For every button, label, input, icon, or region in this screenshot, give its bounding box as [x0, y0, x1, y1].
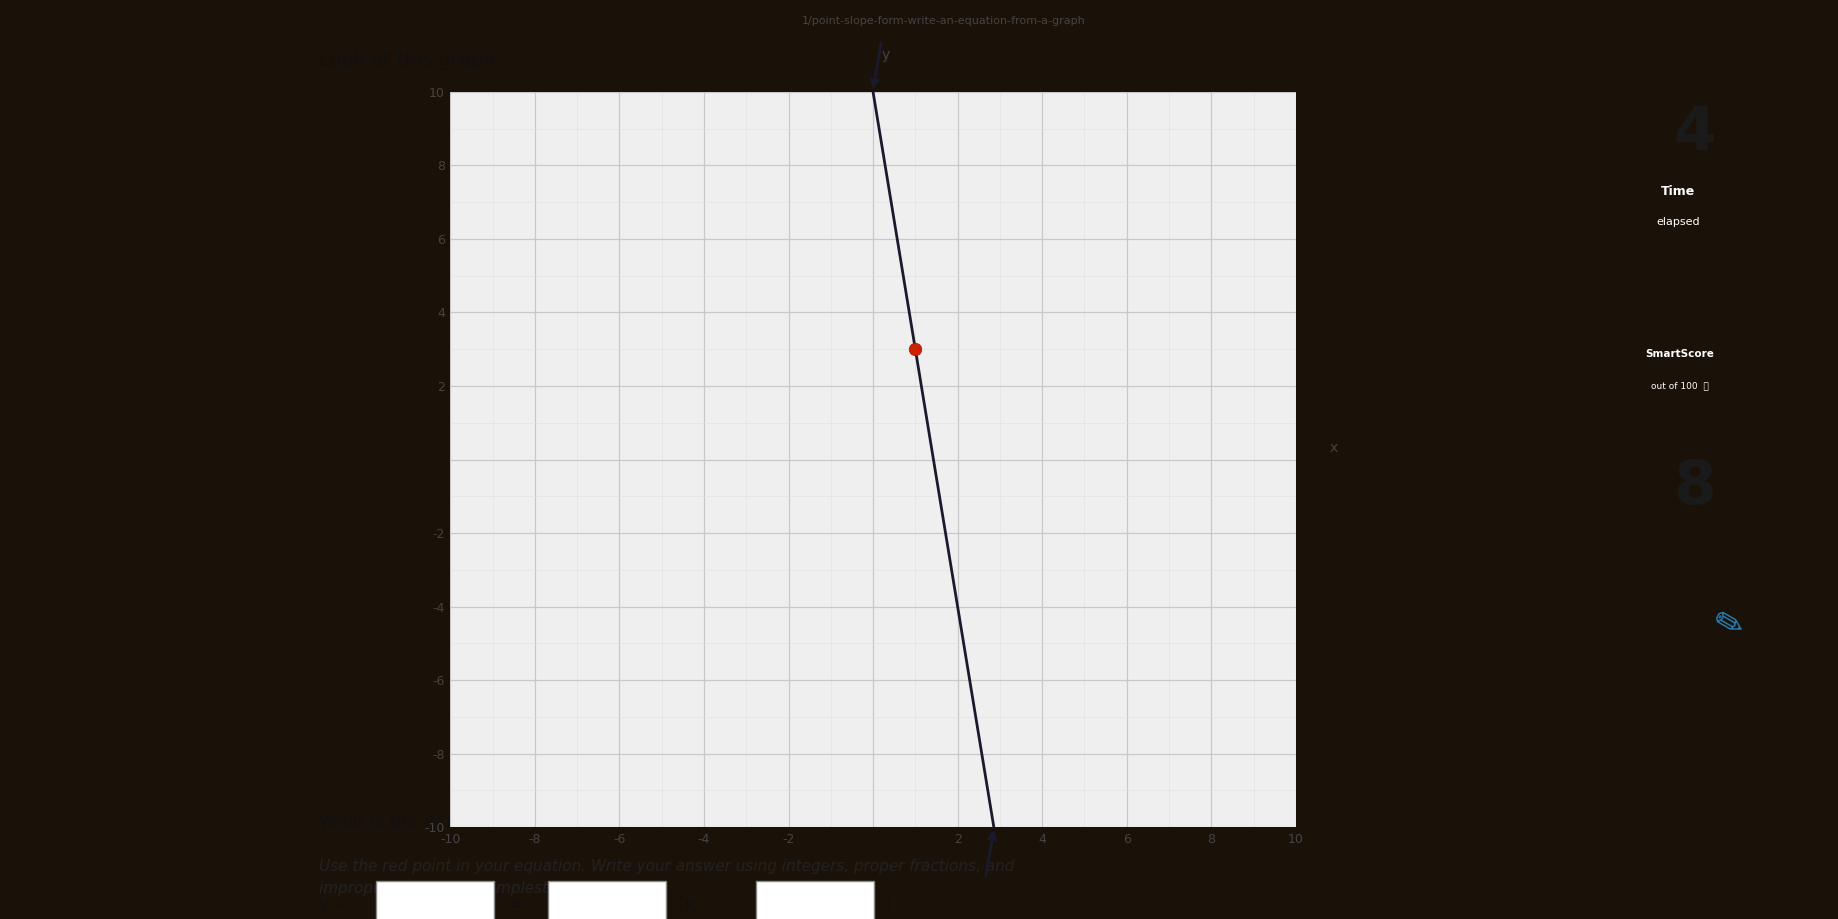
Text: What is the equation of the line in point-slope form?: What is the equation of the line in poin…	[320, 813, 774, 832]
Text: ): )	[884, 896, 891, 914]
Text: elapsed: elapsed	[1656, 217, 1700, 227]
Text: y –: y –	[320, 896, 346, 914]
FancyBboxPatch shape	[377, 881, 494, 919]
Text: Look at this graph:: Look at this graph:	[320, 51, 502, 70]
Text: (x –: (x –	[676, 896, 709, 914]
Text: ✏: ✏	[1704, 603, 1748, 647]
Text: 4: 4	[1673, 104, 1715, 163]
FancyBboxPatch shape	[548, 881, 665, 919]
FancyBboxPatch shape	[755, 881, 873, 919]
Text: y: y	[882, 49, 890, 62]
Text: out of 100  ⓘ: out of 100 ⓘ	[1651, 381, 1709, 391]
Text: 8: 8	[1673, 458, 1715, 516]
Text: x: x	[1329, 441, 1338, 456]
Text: Use the red point in your equation. Write your answer using integers, proper fra: Use the red point in your equation. Writ…	[320, 859, 1015, 896]
Text: =: =	[507, 896, 522, 914]
Text: Time: Time	[1662, 185, 1695, 199]
Text: SmartScore: SmartScore	[1645, 349, 1715, 358]
Text: 1/point-slope-form-write-an-equation-from-a-graph: 1/point-slope-form-write-an-equation-fro…	[801, 16, 1084, 26]
